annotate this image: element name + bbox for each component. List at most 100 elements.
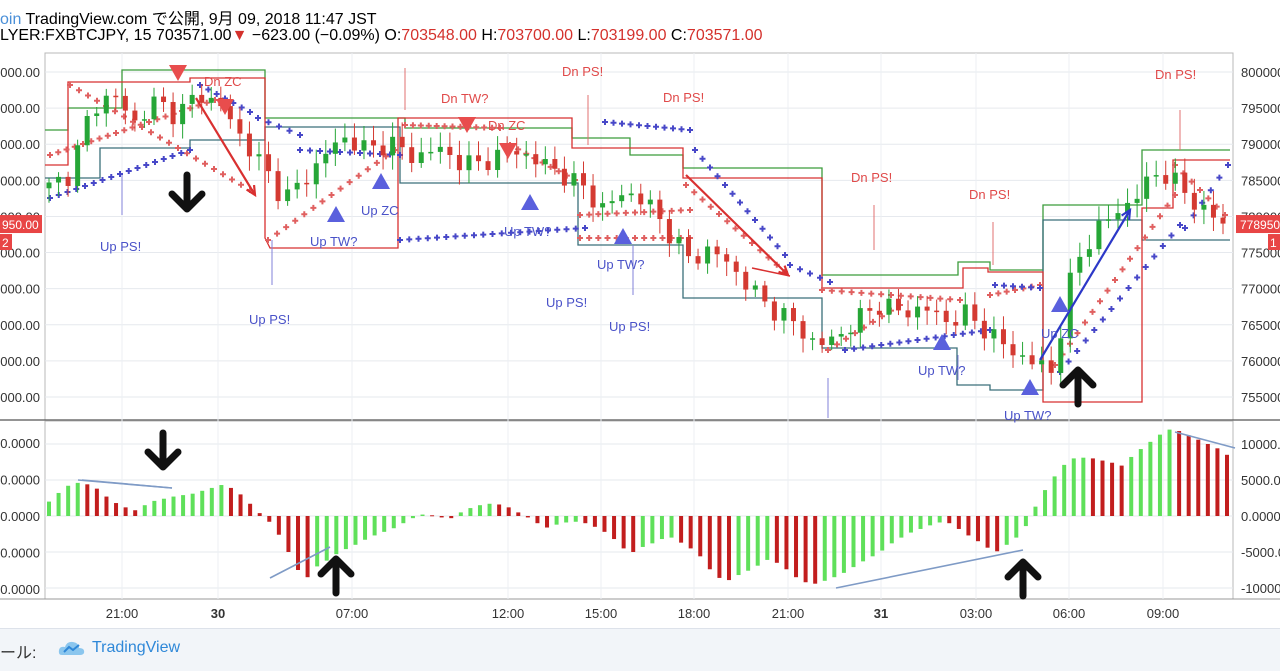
sell-triangle-icon xyxy=(216,99,234,115)
psar-cross xyxy=(178,150,185,156)
left-axis-tick-label: 5000.00 xyxy=(0,318,40,333)
psar-cross xyxy=(879,313,885,320)
psar-cross xyxy=(577,235,583,241)
psar-cross xyxy=(1125,285,1132,291)
candle-body xyxy=(514,151,520,155)
oscillator-bar xyxy=(765,516,770,560)
up-arrow-icon-shape xyxy=(1059,366,1097,408)
oscillator-bar xyxy=(56,492,61,516)
symbol-label: LYER:FXBTCJPY, 15 xyxy=(0,27,152,44)
psar-cross xyxy=(716,211,722,217)
osc-right-tick-label: 0.0000 xyxy=(1241,509,1280,524)
psar-cross xyxy=(184,150,190,157)
price-tag-right-2 xyxy=(1268,234,1280,251)
oscillator-bar xyxy=(650,516,655,544)
psar-cross xyxy=(995,290,1002,297)
oscillator-bar xyxy=(468,508,473,516)
oscillator-bar xyxy=(343,516,348,550)
oscillator-bar xyxy=(746,516,751,571)
psar-cross xyxy=(220,171,226,178)
candle-body xyxy=(781,308,787,321)
price-tag-right-2-text: 1 xyxy=(1270,236,1277,250)
candle-body xyxy=(695,256,701,264)
psar-cross xyxy=(317,148,323,154)
psar-cross xyxy=(112,108,118,115)
psar-cross xyxy=(950,332,957,338)
psar-cross xyxy=(714,173,721,180)
oscillator-bars xyxy=(47,429,1229,584)
psar-cross xyxy=(497,125,503,131)
candle-body xyxy=(1039,360,1045,365)
last-price: 703571.00 xyxy=(155,27,232,44)
oscillator-bar xyxy=(851,516,856,568)
oscillator-bar xyxy=(66,485,71,516)
candle-body xyxy=(867,308,873,311)
oscillator-bar xyxy=(200,490,205,516)
oscillator-bar xyxy=(698,516,703,557)
trend-arrow-up-head xyxy=(1121,207,1132,221)
psar-cross xyxy=(707,164,713,171)
time-tick-label: 21:00 xyxy=(772,606,805,621)
psar-cross xyxy=(627,121,634,128)
psar-cross xyxy=(63,146,70,153)
oscillator-bar xyxy=(861,516,866,562)
oscillator-bar xyxy=(784,516,789,570)
psar-cross xyxy=(211,166,217,172)
psar-cross xyxy=(1074,330,1081,337)
candle-body xyxy=(285,189,291,202)
psar-cross xyxy=(73,186,80,192)
footer-label: ール: xyxy=(0,645,37,662)
down-signal-label: Dn PS! xyxy=(562,64,603,79)
psar-cross xyxy=(424,235,431,242)
up-arrow-icon xyxy=(1059,366,1097,408)
oscillator-bar xyxy=(928,516,933,526)
psar-cross xyxy=(699,155,706,162)
psar-cross xyxy=(1010,283,1016,290)
candle-body xyxy=(915,306,921,318)
envelope-upper-green xyxy=(45,69,1230,276)
psar-cross xyxy=(619,120,625,127)
candle-body xyxy=(886,298,892,315)
buy-triangle-icon xyxy=(327,206,345,222)
footer-brand[interactable]: TradingView xyxy=(92,639,181,656)
down-signal-label: Dn PS! xyxy=(851,170,892,185)
psar-cross xyxy=(843,335,849,342)
candle-body xyxy=(1220,217,1226,224)
psar-cross xyxy=(858,289,865,296)
chart-canvas[interactable]: Up PS! Up PS! Up TW? Up ZC Up TW? Up PS! Up PS… xyxy=(0,0,1280,628)
psar-cross xyxy=(125,168,132,174)
psar-cross xyxy=(650,235,657,241)
oscillator-bar xyxy=(1023,516,1028,527)
candle-body xyxy=(56,176,62,183)
oscillator-bar xyxy=(535,516,540,524)
buy-triangle-icon xyxy=(372,173,390,189)
price-change: −623.00 (−0.09%) xyxy=(251,27,380,44)
candles xyxy=(46,84,1226,387)
candle-body xyxy=(437,146,443,152)
psar-cross xyxy=(1082,337,1089,344)
osc-right-tick-label: -5000.00 xyxy=(1241,545,1280,560)
candle-body xyxy=(380,145,386,156)
candle-body xyxy=(953,322,959,326)
candle-body xyxy=(810,338,816,340)
candle-body xyxy=(151,96,157,120)
candle-body xyxy=(1048,360,1054,373)
oscillator-bar xyxy=(190,493,195,516)
psar-cross xyxy=(622,209,629,216)
candle-body xyxy=(800,321,806,339)
psar-cross xyxy=(1142,234,1148,241)
oscillator-bar xyxy=(995,516,1000,552)
time-tick-label: 31 xyxy=(874,606,888,621)
candle-body xyxy=(638,193,644,205)
psar-cross xyxy=(489,231,496,237)
psar-cross xyxy=(175,145,181,151)
candle-body xyxy=(237,119,243,134)
candle-body xyxy=(1134,198,1140,203)
oscillator-bar xyxy=(688,516,693,549)
psar-cross xyxy=(582,225,588,231)
psar-cross xyxy=(887,340,894,347)
candle-body xyxy=(256,154,262,157)
